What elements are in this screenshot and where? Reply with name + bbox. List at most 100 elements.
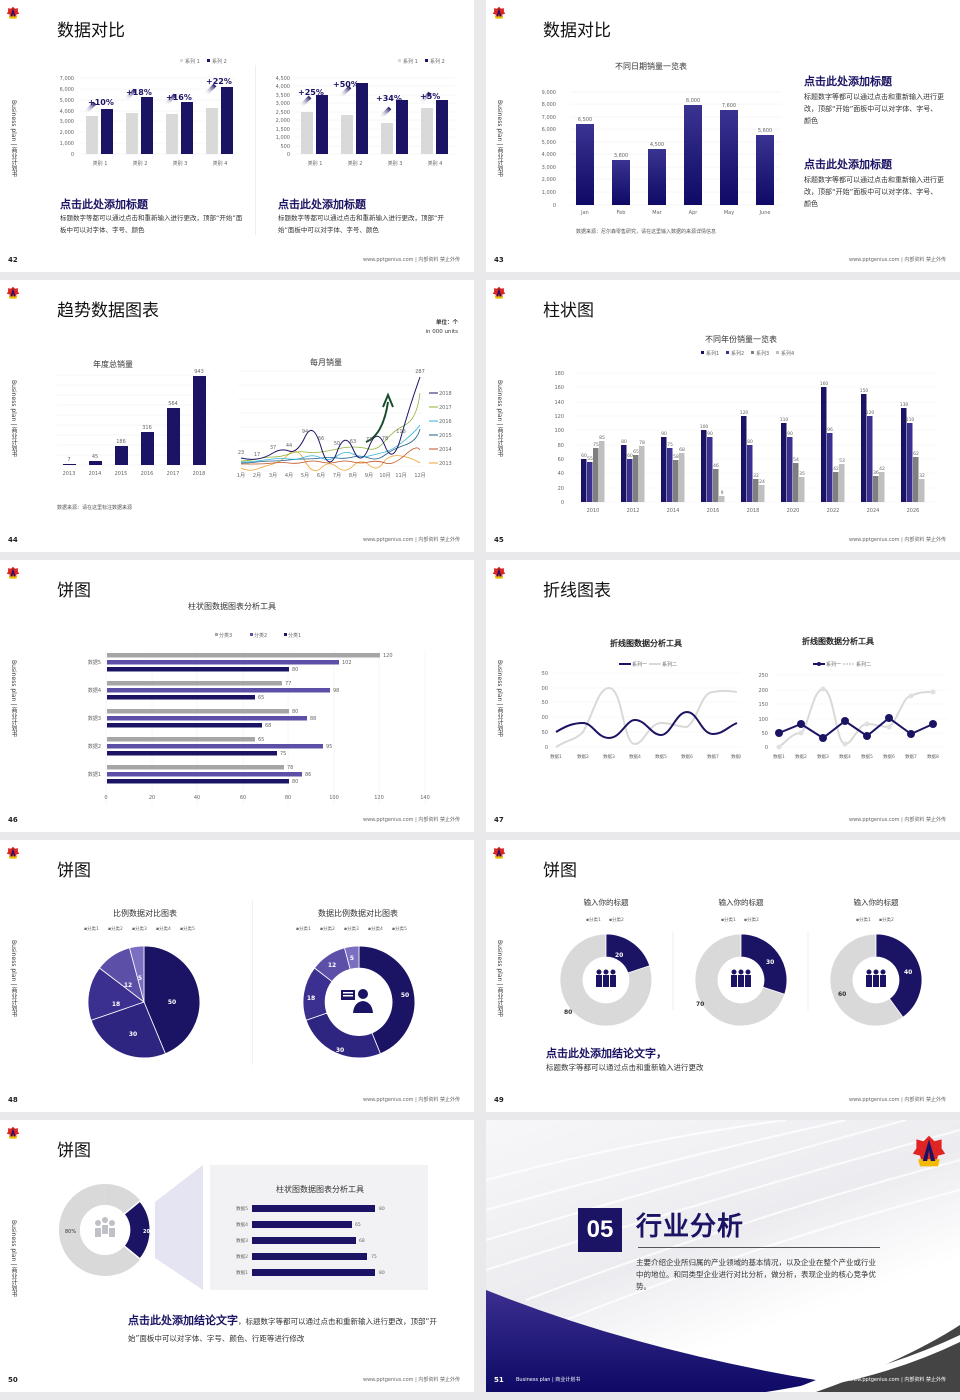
svg-text:68: 68 [679,447,685,453]
body-text-2[interactable]: 标题数字等都可以通过点击和重新输入进行更改，顶部“开始”面板中可以对字体、字号、… [804,176,944,208]
svg-text:12月: 12月 [414,473,425,479]
three-donut-charts: 输入你的标题 输入你的标题 输入你的标题 ▪分类1 ▪分类2 ▪分类1 ▪分类2 ▪分类… [559,897,923,1027]
side-label: Business plan | 商业计划书 [496,380,503,458]
slide-44[interactable]: Business plan | 商业计划书 趋势数据图表 单位：个 in 000… [0,280,474,552]
side-label: Business plan | 商业计划书 [10,1220,17,1298]
conclusion-text: ，标题数字等都可以通过点击和重新输入进行更改，顶部“开始”面板中可以对字体、字号… [128,1317,437,1343]
heading-right[interactable]: 点击此处添加标题 [278,198,366,211]
svg-text:2014: 2014 [439,447,452,453]
slide-49[interactable]: Business plan | 商业计划书 饼图 输入你的标题 输入你的标题 输入你… [486,840,960,1112]
svg-text:110: 110 [906,417,915,423]
unit-label-en: in 000 units [425,329,458,335]
slide-48[interactable]: Business plan | 商业计划书 饼图 比例数据对比图表 ▪分类1 ▪分… [0,840,474,1112]
svg-text:+5%: +5% [420,92,440,101]
svg-text:2013: 2013 [63,471,76,477]
svg-text:4月: 4月 [285,473,293,479]
svg-text:2016: 2016 [439,419,452,425]
svg-text:6,000: 6,000 [60,87,74,93]
svg-text:90: 90 [661,431,667,437]
svg-text:96: 96 [827,427,833,433]
svg-text:▪分类4: ▪分类4 [368,925,383,932]
heading-left[interactable]: 点击此处添加标题 [60,198,148,211]
heading-2[interactable]: 点击此处添加标题 [804,158,892,171]
page-number: 49 [494,1096,504,1104]
svg-text:▪分类1: ▪分类1 [84,925,99,932]
slide-47[interactable]: Business plan | 商业计划书 折线图表 折线图数据分析工具 系列一… [486,560,960,832]
body-text-left[interactable]: 标题数字等都可以通过点击和重新输入进行更改，顶部“开始”面板中可以对字体、字号、… [60,214,243,234]
svg-text:75: 75 [280,751,286,757]
svg-text:+50%: +50% [333,80,359,89]
svg-text:53: 53 [839,458,845,464]
svg-text:120: 120 [383,653,393,659]
svg-text:50: 50 [762,731,768,737]
svg-text:数据2: 数据2 [88,743,101,750]
svg-text:75: 75 [593,442,599,448]
svg-text:50: 50 [168,999,176,1006]
side-label: Business plan | 商业计划书 [10,380,17,458]
unit-label: 单位：个 [435,320,458,326]
svg-text:类别 1: 类别 1 [308,160,323,167]
heading-1[interactable]: 点击此处添加标题 [804,75,892,88]
section-title: 行业分析 [636,1212,745,1242]
svg-text:7,000: 7,000 [542,115,556,121]
conclusion-heading[interactable]: 点击此处添加结论文字， [546,1047,667,1060]
svg-text:数据2: 数据2 [795,753,807,760]
svg-text:不同年份销量一览表: 不同年份销量一览表 [705,334,777,344]
svg-text:数据3: 数据3 [88,715,101,722]
svg-text:40: 40 [194,795,200,801]
donut-with-bar-breakout: 80% 20% 柱状图数据图表分析工具 数据5 数据4 数据3 数据2 数据1 80 65… [58,1165,428,1290]
svg-text:70: 70 [696,1001,704,1008]
svg-text:May: May [724,210,734,216]
svg-text:2024: 2024 [867,508,880,514]
svg-text:86: 86 [305,772,311,778]
svg-text:78: 78 [382,436,388,442]
svg-text:▪分类3: ▪分类3 [132,925,147,932]
svg-text:94: 94 [302,429,308,435]
svg-text:数据3: 数据3 [817,753,829,760]
svg-text:54: 54 [793,457,799,463]
svg-text:Apr: Apr [689,210,699,216]
svg-text:3,000: 3,000 [276,101,290,107]
body-text-right[interactable]: 标题数字等都可以通过点击和重新输入进行更改，顶部“开始”面板中可以对字体、字号、… [278,214,444,234]
svg-text:数据2: 数据2 [236,1253,248,1260]
svg-text:30: 30 [766,959,774,966]
slide-title: 数据对比 [543,21,611,41]
svg-text:1,000: 1,000 [60,141,74,147]
svg-text:32: 32 [919,473,925,479]
svg-text:80: 80 [621,439,627,445]
body-text-1[interactable]: 标题数字等都可以通过点击和重新输入进行更改，顶部“开始”面板中可以对字体、字号、… [804,93,944,125]
svg-text:柱状图数据图表分析工具: 柱状图数据图表分析工具 [188,601,276,611]
svg-text:250: 250 [758,673,768,679]
svg-text:100: 100 [758,717,768,723]
slide-45[interactable]: Business plan | 商业计划书 柱状图 不同年份销量一览表 系列1 … [486,280,960,552]
svg-text:12: 12 [124,982,132,989]
footer-text: www.pptgenius.com | 内部资料 禁止外传 [848,817,946,823]
slide-42[interactable]: Business plan | 商业计划书 数据对比 系列 1 系列 2 0 1,… [0,0,474,272]
donut-chart: 数据比例数据对比图表 ▪分类1 ▪分类2 ▪分类3 ▪分类4 ▪分类5 50 30 18 12… [296,908,416,1059]
slide-43[interactable]: Business plan | 商业计划书 数据对比 不同日期销量一览表 0 1,… [486,0,960,272]
svg-text:数据1: 数据1 [236,1269,248,1276]
svg-text:分类3: 分类3 [219,632,232,639]
team-icon [596,969,886,987]
svg-text:5: 5 [138,975,142,982]
slide-50[interactable]: Business plan | 商业计划书 饼图 80% 20% 柱状图数据图表… [0,1120,474,1392]
svg-text:数据6: 数据6 [883,753,895,760]
svg-text:50: 50 [401,992,409,999]
conclusion-text[interactable]: 标题数字等都可以通过点击和重新输入进行更改 [546,1063,704,1072]
svg-text:0: 0 [553,203,556,209]
svg-text:98: 98 [333,688,339,694]
svg-text:Feb: Feb [617,210,626,216]
slide-title: 饼图 [57,581,91,601]
svg-text:数据1: 数据1 [88,771,101,778]
data-source: 数据来源：尼尔森零售研究，请在这里输入数据的来源详情信息 [576,229,717,235]
svg-text:2014: 2014 [667,508,680,514]
svg-text:65: 65 [633,449,639,455]
svg-text:150: 150 [541,700,548,706]
conclusion-paragraph[interactable]: 点击此处添加结论文字，标题数字等都可以通过点击和重新输入进行更改，顶部“开始”面… [128,1312,438,1347]
svg-text:65: 65 [258,695,264,701]
slide-46[interactable]: Business plan | 商业计划书 饼图 柱状图数据图表分析工具 分类3… [0,560,474,832]
svg-text:▪分类1: ▪分类1 [721,916,736,923]
slide-51-section-cover[interactable]: 05 行业分析 主要介绍企业所归属的产业领域的基本情况，以及企业在整个产业或行业… [486,1120,960,1392]
svg-text:2016: 2016 [141,471,154,477]
svg-text:2018: 2018 [193,471,206,477]
